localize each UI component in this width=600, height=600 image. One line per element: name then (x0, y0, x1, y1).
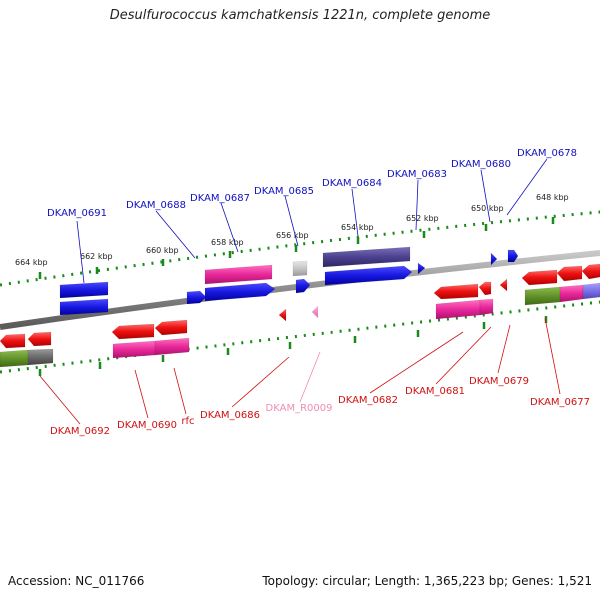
top-leader-lines (76, 158, 548, 284)
gene-arrow (324, 265, 413, 286)
gene-label: DKAM_0687 (190, 193, 250, 204)
gene-arrow (322, 246, 411, 268)
top-gene-labels: DKAM_0691 DKAM_0688 DKAM_0687 DKAM_0685 … (47, 148, 577, 219)
gene-arrow (0, 349, 29, 368)
gene-arrow (0, 333, 26, 349)
scale-label: 660 kbp (146, 246, 179, 255)
gene-arrow (111, 323, 155, 340)
gene-label: DKAM_0684 (322, 178, 382, 189)
major-ticks (38, 217, 555, 376)
gene-label: DKAM_0683 (387, 169, 447, 180)
gene-label: DKAM_0681 (405, 386, 465, 397)
gene-arrow (478, 281, 492, 296)
gene-label: DKAM_0682 (338, 395, 398, 406)
gene-label: DKAM_0692 (50, 426, 110, 437)
gene-arrow (521, 269, 558, 286)
gene-label: DKAM_0685 (254, 186, 314, 197)
scale-label: 656 kbp (276, 231, 309, 240)
accession-label: Accession: NC_011766 (8, 574, 145, 588)
gene-label: DKAM_0686 (200, 410, 260, 421)
gene-arrow (417, 262, 426, 275)
gene-arrow (582, 282, 600, 300)
gene-label: DKAM_0677 (530, 397, 590, 408)
bottom-leader-lines (39, 317, 561, 425)
scale-label: 662 kbp (80, 252, 113, 261)
gene-arrow (499, 278, 508, 292)
reverse-genes (0, 263, 600, 368)
gene-arrow (559, 284, 584, 303)
gene-label: DKAM_0688 (126, 200, 186, 211)
gene-arrow (435, 299, 481, 320)
gene-arrow (490, 252, 498, 266)
gene-label: DKAM_0690 (117, 420, 177, 431)
scale-label: 664 kbp (15, 258, 48, 267)
bottom-gene-labels: DKAM_0692 DKAM_0690 rfc DKAM_0686 DKAM_R… (50, 376, 590, 437)
scale-label: 652 kbp (406, 214, 439, 223)
gene-arrow (154, 337, 190, 356)
scale-label: 648 kbp (536, 193, 569, 202)
gene-arrow (581, 263, 600, 280)
gene-arrow (204, 264, 273, 285)
gene-label: DKAM_0678 (517, 148, 577, 159)
genome-summary: Topology: circular; Length: 1,365,223 bp… (262, 574, 592, 588)
gene-label: DKAM_0691 (47, 208, 107, 219)
gene-arrow (311, 305, 319, 319)
gene-arrow (27, 348, 54, 366)
gene-arrow (59, 281, 109, 299)
gene-label: rfc (181, 416, 194, 427)
gene-arrow (433, 283, 479, 300)
gene-arrow (27, 331, 52, 347)
gene-arrow (186, 290, 207, 305)
gene-label: DKAM_0679 (469, 376, 529, 387)
gene-arrow (59, 298, 109, 316)
gene-arrow (524, 286, 561, 306)
gene-arrow (479, 298, 494, 316)
gene-label: DKAM_R0009 (266, 403, 333, 414)
gene-arrow (154, 319, 188, 336)
map-title: Desulfurococcus kamchatkensis 1221n, com… (109, 8, 491, 23)
gene-arrow (292, 260, 308, 277)
gene-label: DKAM_0680 (451, 159, 511, 170)
gene-arrow (278, 308, 287, 322)
gene-arrow (295, 278, 311, 294)
gene-arrow (556, 265, 583, 282)
gene-arrow (204, 282, 276, 302)
scale-label: 658 kbp (211, 238, 244, 247)
forward-genes (59, 246, 519, 316)
gene-arrow (112, 340, 156, 359)
gene-arrow (507, 249, 519, 263)
